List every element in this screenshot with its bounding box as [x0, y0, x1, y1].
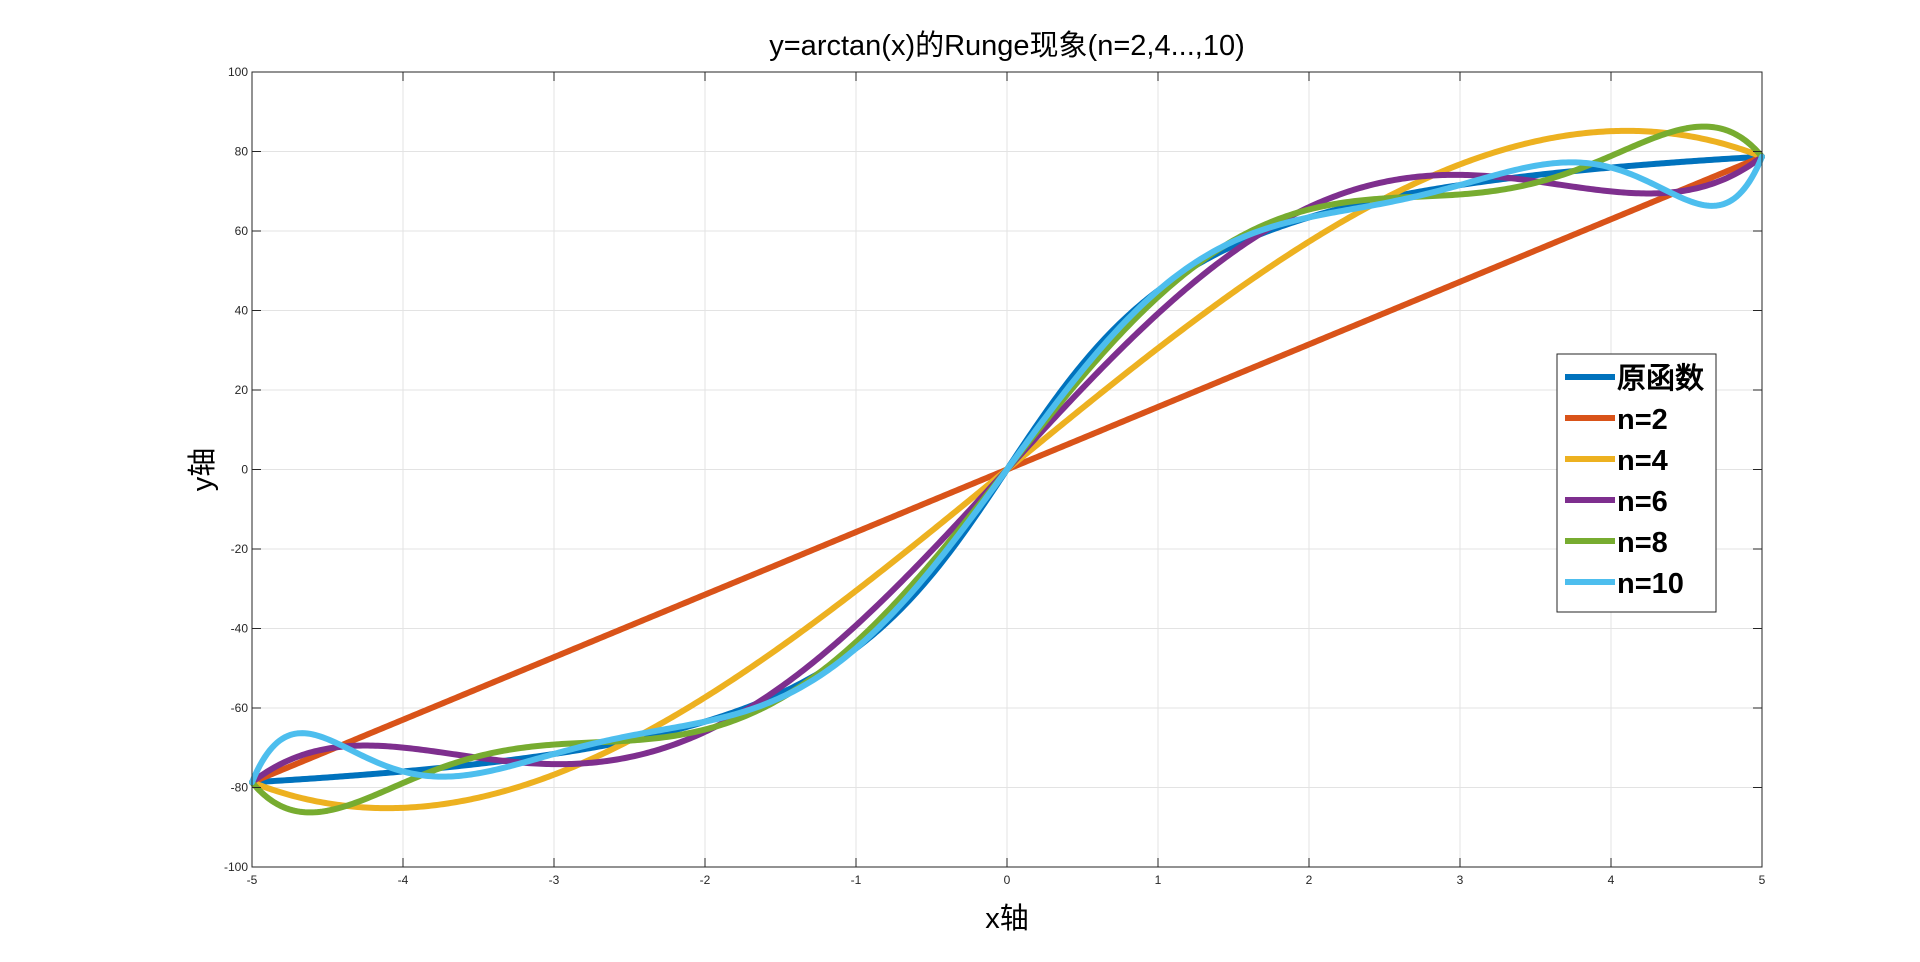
y-tick-label: 40: [235, 304, 249, 318]
series-line-n=10: [249, 153, 1765, 786]
legend-label: n=6: [1617, 486, 1668, 518]
x-tick-label: -1: [851, 873, 862, 887]
y-tick-label: -20: [231, 542, 249, 556]
series-layer: [249, 123, 1765, 816]
x-tick-label: 1: [1155, 873, 1162, 887]
x-tick-label: 5: [1759, 873, 1766, 887]
x-tick-label: 3: [1457, 873, 1464, 887]
legend-label: n=10: [1617, 568, 1684, 600]
y-tick-label: -40: [231, 622, 249, 636]
x-tick-label: 0: [1004, 873, 1011, 887]
y-tick-label: 60: [235, 224, 249, 238]
x-axis-label: x轴: [985, 902, 1029, 935]
x-tick-label: -4: [398, 873, 409, 887]
legend-label: 原函数: [1617, 362, 1705, 395]
x-tick-label: -2: [700, 873, 711, 887]
legend: 原函数 n=2 n=4 n=6 n=8 n=10: [1556, 353, 1717, 613]
tick-labels: -5 -4 -3 -2 -1 0 1 2 3 4 5 -100 -80 -60 -40 -20 0 20 40 60 8…: [224, 65, 1766, 887]
y-tick-label: 80: [235, 145, 249, 159]
x-tick-label: 4: [1608, 873, 1615, 887]
y-tick-label: 0: [241, 463, 248, 477]
y-tick-label: 20: [235, 383, 249, 397]
x-tick-label: -3: [549, 873, 560, 887]
legend-label: n=8: [1617, 527, 1668, 559]
chart-title: y=arctan(x)的Runge现象(n=2,4...,10): [769, 29, 1244, 62]
legend-label: n=2: [1617, 404, 1668, 436]
y-tick-label: -80: [231, 781, 249, 795]
x-tick-label: 2: [1306, 873, 1313, 887]
ticks: [251, 71, 1763, 868]
y-axis-label: y轴: [186, 448, 219, 492]
legend-label: n=4: [1617, 445, 1668, 477]
x-tick-label: -5: [247, 873, 258, 887]
legend-box: [1556, 353, 1717, 613]
y-tick-label: -100: [224, 860, 248, 874]
y-tick-label: -60: [231, 701, 249, 715]
y-tick-label: 100: [228, 65, 248, 79]
